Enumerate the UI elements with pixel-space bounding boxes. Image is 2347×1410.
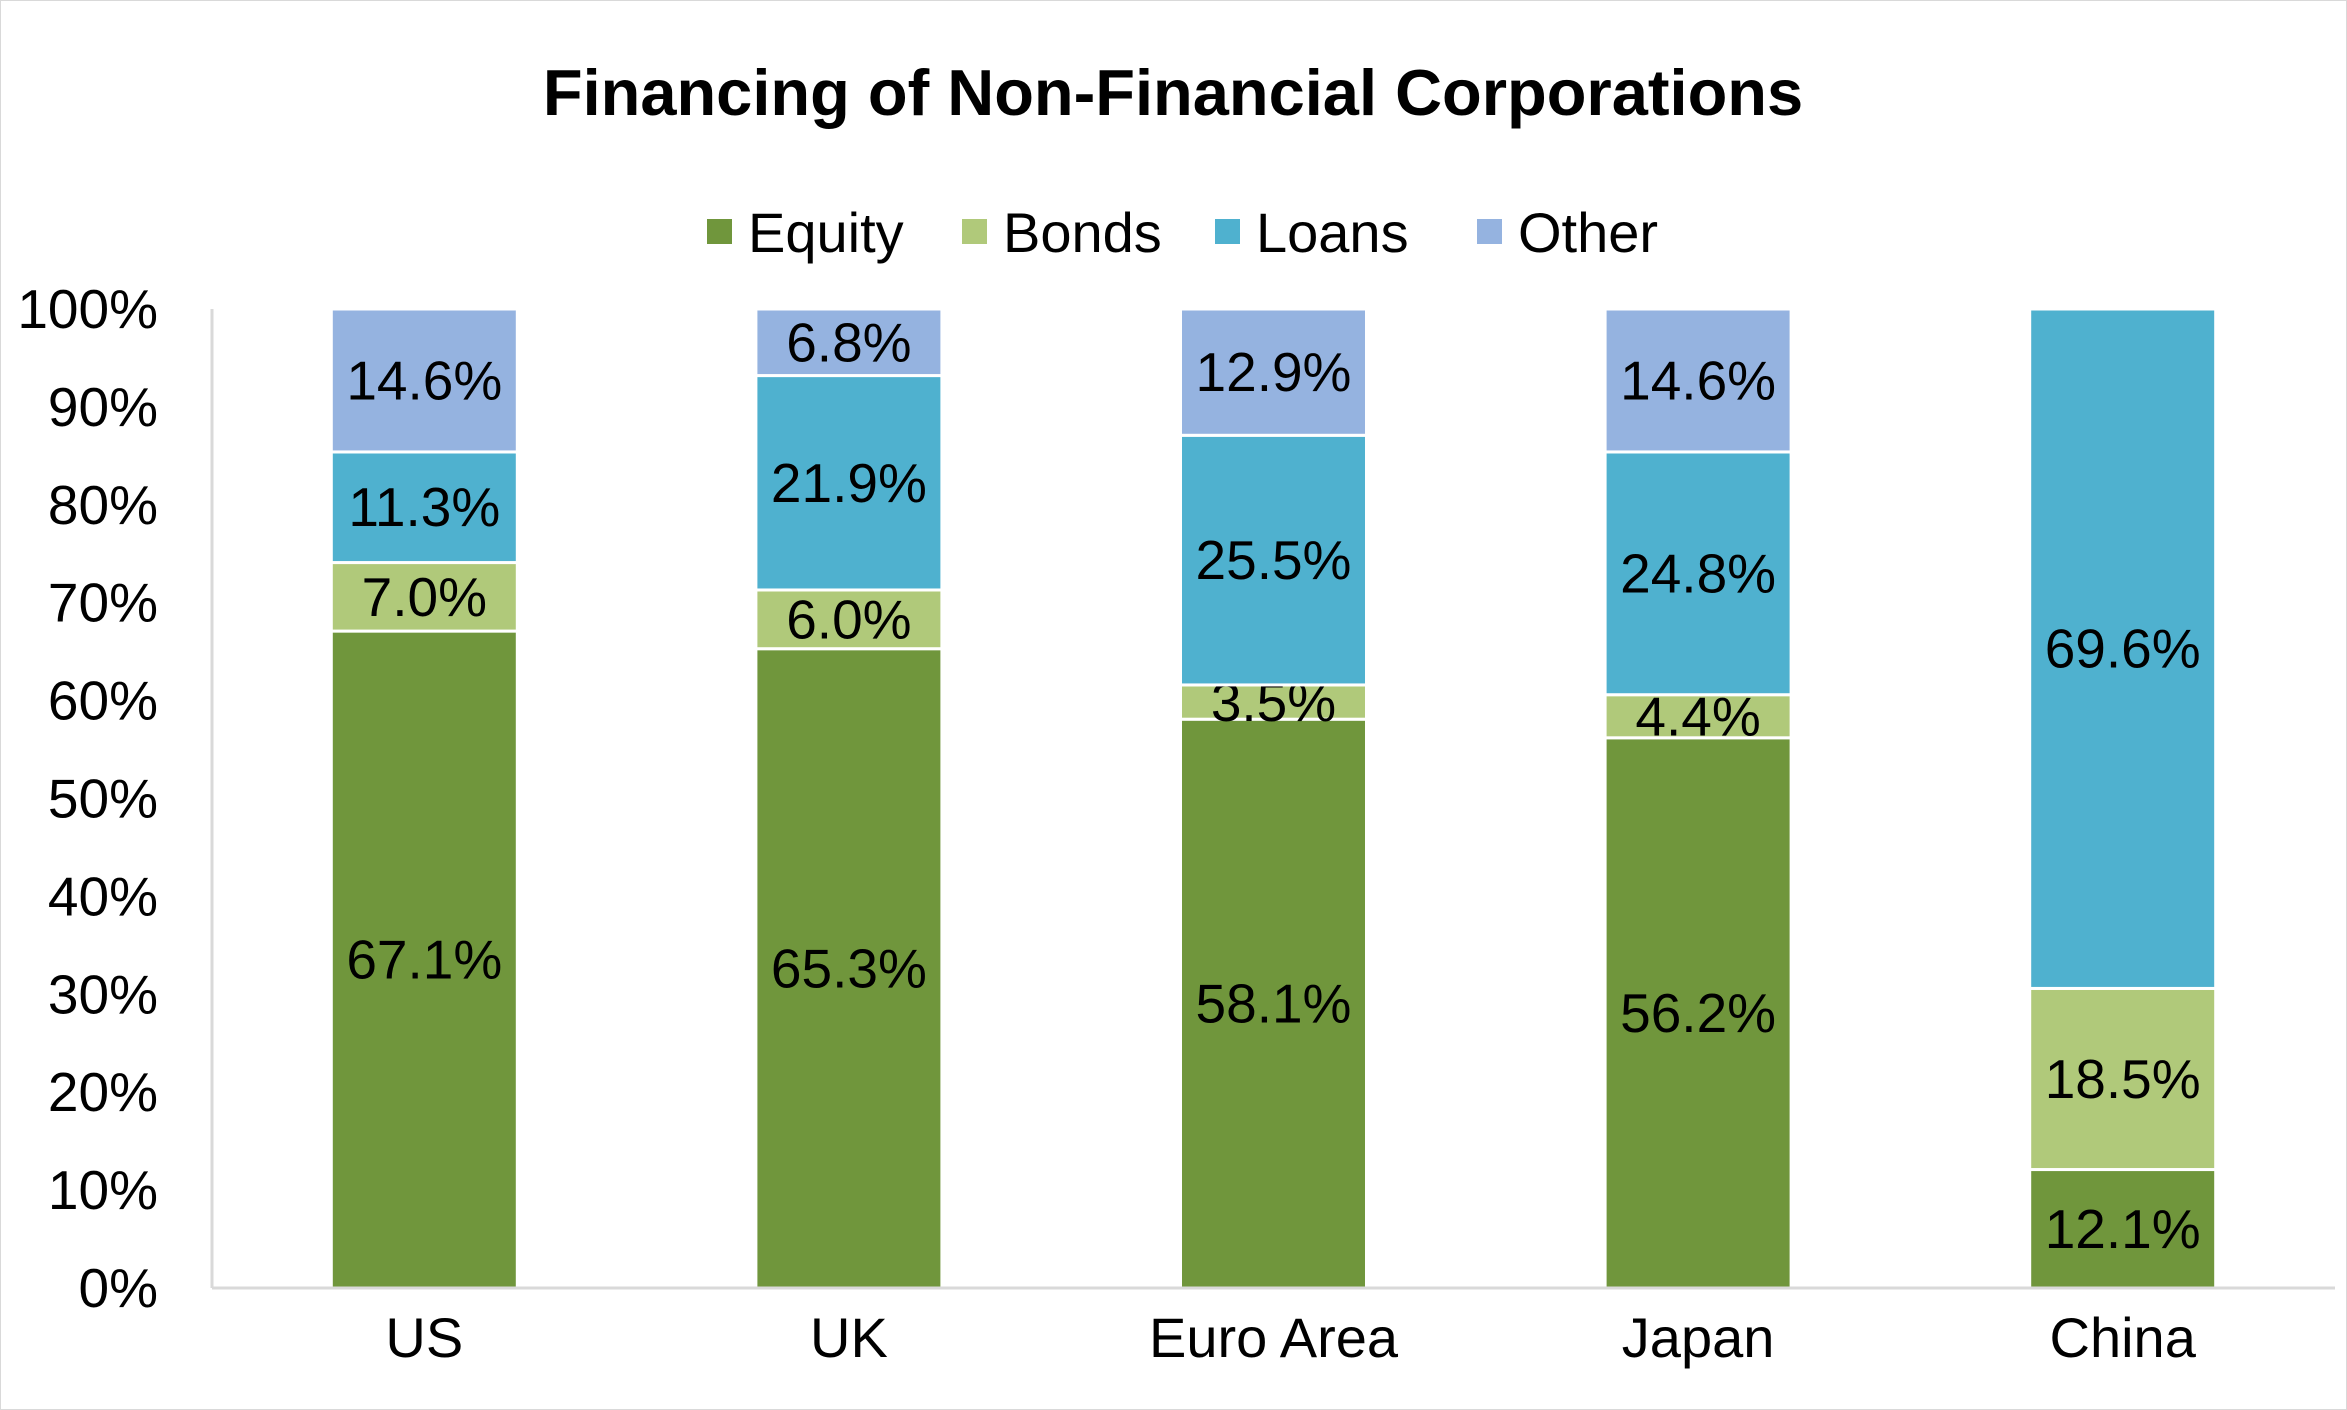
legend-label-equity: Equity <box>748 201 904 264</box>
data-label-euro-area-loans: 25.5% <box>1196 529 1352 591</box>
legend-swatch-loans <box>1215 219 1240 244</box>
data-label-japan-other: 14.6% <box>1620 349 1776 411</box>
y-tick-label: 40% <box>48 865 158 927</box>
y-axis: 0% 10% 20% 30% 40% 50% 60% 70% 80% 90% 100% <box>17 278 214 1319</box>
bar-japan-equity <box>1603 736 1793 1290</box>
data-label-uk-other: 6.8% <box>786 311 911 373</box>
data-label-us-other: 14.6% <box>346 349 502 411</box>
data-label-china-equity: 12.1% <box>2045 1198 2201 1260</box>
bar-china-equity <box>2028 1168 2218 1290</box>
data-label-china-bonds: 18.5% <box>2045 1048 2201 1110</box>
legend-swatch-other <box>1477 219 1502 244</box>
bar-euro-area-loans <box>1179 433 1368 687</box>
bar-china-bonds <box>2028 986 2218 1172</box>
bar-japan-bonds <box>1603 693 1793 740</box>
legend-label-loans: Loans <box>1256 201 1409 264</box>
x-axis: US UK Euro Area Japan China <box>212 1286 2335 1369</box>
x-tick-label-china: China <box>2050 1306 2197 1369</box>
bar-uk-loans <box>754 374 944 592</box>
bar-japan-other <box>1603 307 1793 454</box>
data-label-us-equity: 67.1% <box>346 929 502 991</box>
x-tick-label-euro-area: Euro Area <box>1149 1306 1399 1369</box>
data-label-japan-loans: 24.8% <box>1620 542 1776 604</box>
bar-uk-other <box>754 307 944 378</box>
data-label-euro-area-equity: 58.1% <box>1196 973 1352 1035</box>
y-tick-label: 10% <box>48 1159 158 1221</box>
y-tick-label: 100% <box>17 278 158 340</box>
x-tick-label-japan: Japan <box>1622 1306 1775 1369</box>
chart-title: Financing of Non-Financial Corporations <box>543 56 1803 129</box>
data-label-us-bonds: 7.0% <box>362 566 487 628</box>
legend-swatch-bonds <box>962 219 987 244</box>
legend: Equity Bonds Loans Other <box>707 201 1658 264</box>
y-tick-label: 90% <box>48 376 158 438</box>
x-tick-label-uk: UK <box>810 1306 888 1369</box>
y-tick-label: 20% <box>48 1061 158 1123</box>
bar-uk-equity <box>754 647 944 1290</box>
data-label-uk-loans: 21.9% <box>771 452 927 514</box>
y-tick-label: 70% <box>48 572 158 634</box>
bar-us-other <box>329 307 519 454</box>
bar-euro-area-other <box>1179 307 1368 437</box>
data-label-china-loans: 69.6% <box>2045 618 2201 680</box>
x-tick-label-us: US <box>385 1306 463 1369</box>
bars: 67.1% 7.0% 11.3% 14.6% 65.3% 6.0% 21.9% 6.8% 58.… <box>329 307 2218 1290</box>
legend-swatch-equity <box>707 219 732 244</box>
data-label-uk-equity: 65.3% <box>771 937 927 999</box>
legend-label-other: Other <box>1518 201 1658 264</box>
bar-uk-bonds <box>754 588 944 651</box>
data-label-uk-bonds: 6.0% <box>786 588 911 650</box>
y-tick-label: 0% <box>79 1257 159 1319</box>
y-tick-label: 60% <box>48 670 158 732</box>
data-label-japan-equity: 56.2% <box>1620 982 1776 1044</box>
legend-label-bonds: Bonds <box>1003 201 1162 264</box>
y-tick-label: 80% <box>48 474 158 536</box>
y-tick-label: 30% <box>48 963 158 1025</box>
bar-us-equity <box>329 629 519 1290</box>
bar-japan-loans <box>1603 450 1793 697</box>
bar-euro-area-equity <box>1179 717 1368 1290</box>
bar-china-loans <box>2028 307 2218 990</box>
data-label-us-loans: 11.3% <box>348 476 500 538</box>
bar-us-loans <box>329 450 519 565</box>
data-label-euro-area-other: 12.9% <box>1196 341 1352 403</box>
y-tick-label: 50% <box>48 768 158 830</box>
bar-euro-area-bonds <box>1179 683 1368 721</box>
